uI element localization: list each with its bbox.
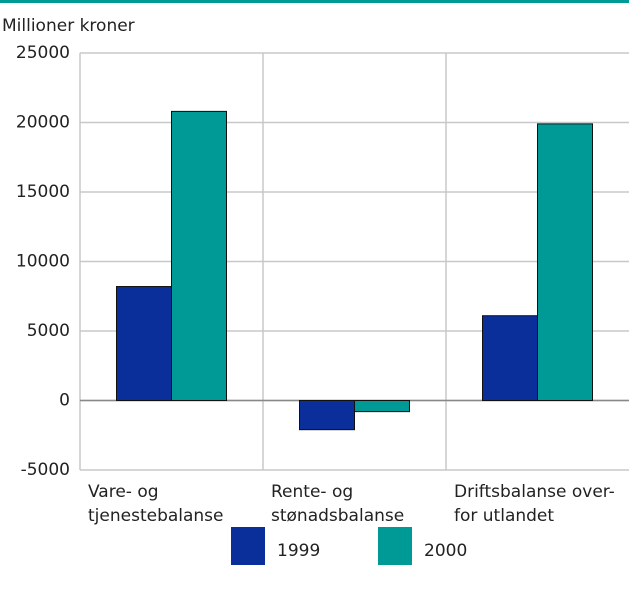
x-tick-label-line: Vare- og <box>88 482 159 502</box>
legend-label: 2000 <box>424 541 467 561</box>
legend-swatch <box>378 527 412 565</box>
y-tick-label: -5000 <box>21 460 70 480</box>
y-tick-label: 20000 <box>16 113 70 133</box>
bar <box>354 400 410 413</box>
x-tick-label: Driftsbalanse over-for utlandet <box>454 482 615 526</box>
x-tick-label: Vare- og tjenestebalanse <box>88 482 224 526</box>
x-tick-label-line: tjenestebalanse <box>88 506 224 526</box>
bar <box>116 286 172 401</box>
legend-swatch <box>231 527 265 565</box>
x-tick-label: Rente- og stønadsbalanse <box>271 482 404 526</box>
y-tick-label: 0 <box>59 391 70 411</box>
x-tick-label-line: for utlandet <box>454 506 554 526</box>
y-tick-label: 25000 <box>16 43 70 63</box>
y-axis-title: Millioner kroner <box>2 16 135 36</box>
x-tick-label-line: stønadsbalanse <box>271 506 404 526</box>
legend-label: 1999 <box>277 541 320 561</box>
x-tick-label-line: Rente- og <box>271 482 353 502</box>
y-tick-label: 5000 <box>27 321 70 341</box>
bar <box>171 110 227 401</box>
x-tick-label-line: Driftsbalanse over- <box>454 482 615 502</box>
bar <box>482 315 538 401</box>
y-tick-label: 10000 <box>16 252 70 272</box>
bar <box>537 123 593 401</box>
y-tick-label: 15000 <box>16 182 70 202</box>
bar <box>299 400 355 431</box>
